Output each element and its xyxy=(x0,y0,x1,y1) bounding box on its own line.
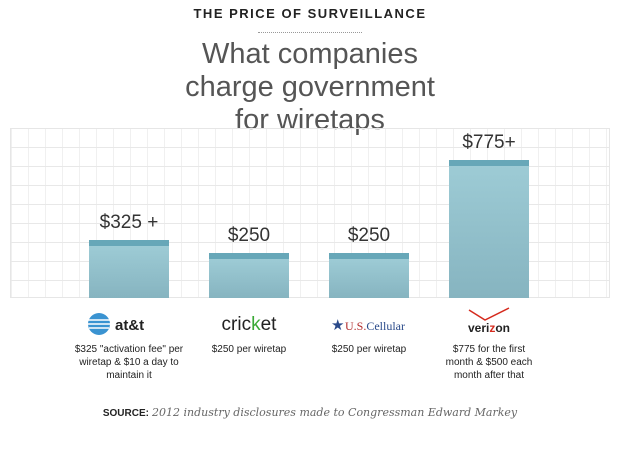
divider xyxy=(258,32,362,33)
kicker: THE PRICE OF SURVEILLANCE xyxy=(193,6,427,21)
cricket-description: $250 per wiretap xyxy=(211,344,287,355)
data-label-3: $775+ xyxy=(462,132,516,153)
bar-1 xyxy=(209,253,289,298)
att-logo: at&t xyxy=(69,312,189,336)
bar-0 xyxy=(89,240,169,298)
uscellular-description: $250 per wiretap xyxy=(331,344,407,355)
source-label: SOURCE: xyxy=(102,408,149,419)
verizon-description: $775 for the first month & $500 each mon… xyxy=(445,344,533,381)
svg-text:verizon: verizon xyxy=(468,321,510,335)
svg-text:★: ★ xyxy=(331,317,344,334)
source-note: SOURCE: 2012 industry disclosures made t… xyxy=(0,406,620,419)
data-label-0: $325 + xyxy=(99,212,159,234)
svg-text:at&t: at&t xyxy=(115,317,144,334)
data-label-2: $250 xyxy=(347,225,391,247)
att-description: $325 "activation fee" per wiretap & $10 … xyxy=(74,344,184,381)
bar-2 xyxy=(329,253,409,298)
cricket-logo: cricket xyxy=(189,312,309,336)
data-label-1: $250 xyxy=(227,225,271,247)
svg-text:cricket: cricket xyxy=(222,314,278,335)
bar-3 xyxy=(449,160,529,298)
svg-text:U.S.Cellular: U.S.Cellular xyxy=(345,319,405,333)
verizon-logo: verizon xyxy=(429,307,549,336)
chart-title: What companies charge government for wir… xyxy=(185,38,435,136)
uscellular-logo: ★ U.S.Cellular xyxy=(309,312,429,336)
source-text: 2012 industry disclosures made to Congre… xyxy=(152,406,518,419)
